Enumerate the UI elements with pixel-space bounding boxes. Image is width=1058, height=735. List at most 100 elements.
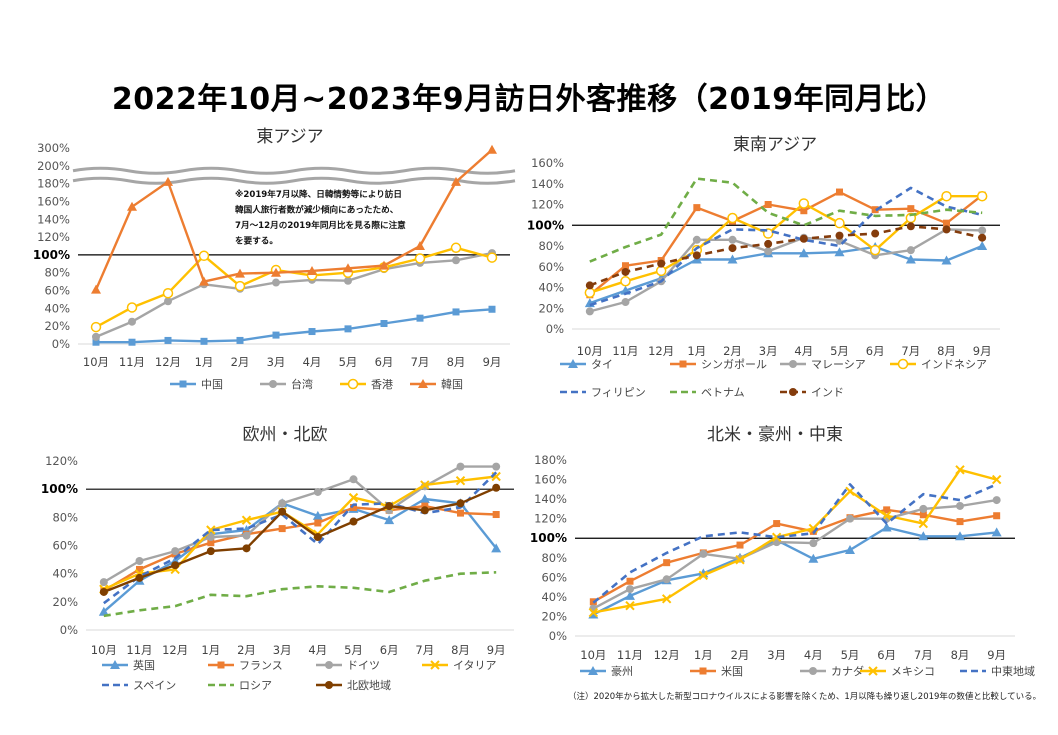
data-point: [380, 320, 388, 328]
legend-label: 中国: [201, 378, 223, 391]
series-0: [584, 241, 988, 308]
legend: 中国 台湾 香港 韓国: [170, 377, 463, 391]
data-point: [919, 511, 927, 519]
data-point: [308, 328, 316, 336]
legend-label: 英国: [133, 658, 155, 672]
legend-marker: [325, 661, 333, 669]
data-point: [834, 247, 845, 257]
data-point: [764, 247, 773, 256]
y-tick-label: 60%: [541, 570, 567, 584]
data-point: [943, 219, 950, 227]
annotation-line: ※2019年7月以降、日韓情勢等により訪日: [235, 188, 402, 200]
data-point: [206, 547, 215, 556]
series-line: [589, 190, 983, 296]
legend-marker: [699, 667, 707, 675]
data-point: [991, 474, 1002, 485]
data-point: [977, 241, 988, 250]
legend-item: シンガポール: [670, 358, 767, 371]
data-point: [978, 226, 987, 235]
y-tick-label: 40%: [541, 590, 567, 604]
x-tick-label: 9月: [487, 643, 506, 657]
series-2: [90, 242, 498, 333]
data-point: [234, 280, 246, 292]
data-point: [941, 255, 952, 265]
x-tick-label: 12月: [654, 648, 680, 662]
legend-label: ベトナム: [701, 386, 745, 399]
legend-marker: [868, 666, 878, 676]
legend-label: 中東地域: [991, 665, 1035, 678]
legend-label: タイ: [591, 358, 613, 371]
y-tick-label: 20%: [44, 319, 70, 333]
data-point: [976, 190, 988, 202]
data-point: [800, 207, 808, 215]
x-tick-label: 8月: [451, 643, 470, 657]
data-point: [313, 487, 322, 496]
series-line: [103, 475, 497, 591]
data-point: [881, 511, 892, 521]
series-1: [92, 249, 496, 341]
data-point: [235, 268, 245, 278]
x-tick-label: 2月: [731, 648, 750, 662]
x-tick-label: 6月: [375, 355, 394, 369]
data-point: [955, 531, 965, 541]
data-point-b: [420, 480, 430, 490]
series-line: [103, 571, 497, 618]
y-tick-label: 100%: [33, 248, 70, 262]
data-point: [200, 337, 208, 345]
data-point-b: [588, 607, 599, 618]
series-5: [103, 571, 497, 618]
legend-item: フランス: [208, 659, 283, 672]
y-tick-label: 40%: [52, 567, 78, 581]
data-point: [662, 575, 671, 584]
data-point-b: [808, 523, 819, 534]
legend-item: 中国: [170, 378, 223, 391]
data-point: [350, 503, 357, 511]
x-tick-label: 10月: [580, 648, 606, 662]
legend-marker: [347, 378, 359, 390]
series-line: [592, 526, 997, 616]
data-point: [344, 325, 352, 333]
data-point: [978, 233, 987, 242]
data-point: [956, 501, 964, 510]
x-tick-label: 1月: [201, 643, 220, 657]
y-tick-label: 120%: [37, 230, 70, 244]
y-tick-label: 0%: [549, 629, 567, 643]
annotation: ※2019年7月以降、日韓情勢等により訪日韓国人旅行者数が減少傾向にあったため、…: [235, 188, 406, 247]
series-0: [92, 305, 496, 346]
data-point: [278, 499, 287, 508]
data-point-b: [955, 465, 965, 475]
data-point: [199, 276, 209, 286]
y-tick-label: 140%: [534, 492, 567, 506]
y-tick-label: 100%: [530, 531, 567, 545]
data-point: [871, 229, 880, 238]
x-tick-label: 7月: [901, 344, 920, 358]
data-point: [456, 462, 465, 471]
data-point: [452, 308, 460, 316]
legend-marker: [110, 660, 120, 669]
y-tick-label: 80%: [538, 239, 564, 253]
legend-marker: [679, 360, 687, 368]
series-3: [588, 465, 1002, 618]
legend-item: マレーシア: [780, 358, 866, 371]
data-point: [451, 176, 461, 186]
y-tick-label: 20%: [538, 301, 564, 315]
data-point: [919, 504, 928, 513]
data-point: [798, 248, 809, 258]
series-line: [103, 471, 498, 605]
data-point: [834, 217, 845, 229]
x-tick-label: 4月: [804, 648, 823, 662]
legend-item: カナダ: [800, 664, 864, 678]
axis-break-wave-1: [72, 176, 516, 185]
x-tick-label: 4月: [303, 355, 322, 369]
data-point: [798, 198, 810, 209]
y-tick-label: 40%: [44, 301, 70, 315]
chart-north-america-oceania-middle-east: 北米・豪州・中東 0% 20% 40% 60% 80% 100% 120% 140% 160% 18…: [530, 418, 1050, 690]
y-tick-label: 20%: [52, 595, 78, 609]
chart-title: 北米・豪州・中東: [707, 424, 843, 445]
data-point: [492, 462, 501, 471]
y-tick-label: 200%: [37, 159, 70, 173]
legend: 豪州 米国 カナダ メキシコ 中東地域: [580, 664, 1035, 678]
data-point: [869, 244, 881, 256]
data-point: [663, 559, 671, 567]
